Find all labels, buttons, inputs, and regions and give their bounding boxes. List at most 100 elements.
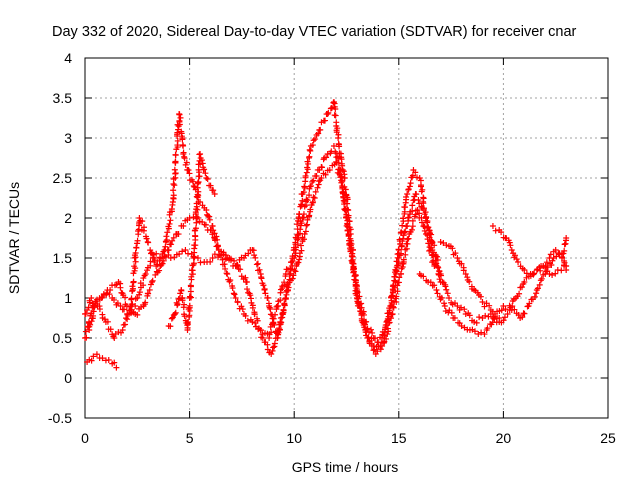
data-point [165, 251, 172, 258]
data-point [449, 245, 456, 252]
data-point [307, 183, 314, 189]
axes [84, 57, 609, 419]
data-point [454, 303, 461, 309]
data-point [409, 202, 416, 209]
data-point [174, 301, 181, 308]
data-point [486, 302, 493, 309]
data-points [82, 99, 570, 371]
data-point [306, 153, 313, 160]
data-point [232, 295, 239, 301]
data-point [393, 264, 400, 271]
data-point [356, 293, 363, 300]
data-point [462, 271, 469, 277]
data-point [210, 187, 217, 194]
data-point [299, 215, 306, 221]
data-point [172, 152, 179, 159]
data-point [437, 239, 444, 245]
data-point [192, 233, 199, 240]
series-2 [86, 159, 438, 357]
data-point [276, 325, 283, 332]
data-point [115, 329, 122, 336]
data-point [171, 166, 178, 173]
data-point [511, 306, 518, 313]
data-point [309, 178, 316, 185]
data-point [175, 231, 182, 238]
data-point [306, 146, 313, 153]
data-point [153, 250, 160, 257]
data-point [172, 158, 179, 165]
data-point [314, 184, 321, 191]
data-point [537, 267, 544, 274]
x-tick-label: 10 [286, 430, 302, 446]
data-point [202, 221, 209, 228]
data-point [518, 284, 525, 291]
data-point [332, 112, 339, 119]
data-point [113, 364, 120, 371]
data-point [473, 319, 480, 326]
data-point [203, 175, 210, 181]
data-point [271, 321, 278, 328]
data-point [213, 233, 220, 240]
data-point [374, 348, 381, 355]
data-point [553, 253, 560, 260]
data-point [370, 347, 377, 354]
data-point [174, 137, 181, 144]
data-point [301, 184, 308, 191]
chart-title: Day 332 of 2020, Sidereal Day-to-day VTE… [52, 24, 577, 40]
data-point [274, 328, 281, 335]
data-point [178, 287, 185, 294]
data-point [404, 223, 411, 229]
data-point [318, 164, 325, 171]
data-point [403, 245, 410, 252]
data-point [126, 307, 133, 314]
data-point [420, 205, 427, 212]
y-tick-label: -0.5 [48, 410, 72, 426]
data-point [181, 313, 188, 320]
data-point [424, 218, 431, 225]
data-point [519, 314, 526, 321]
data-point [139, 218, 146, 225]
data-point [340, 193, 347, 200]
data-point [179, 297, 186, 304]
data-point [133, 244, 140, 251]
data-point [209, 255, 216, 261]
data-point [292, 239, 299, 246]
data-point [420, 200, 427, 207]
data-point [180, 304, 187, 311]
data-point [271, 340, 278, 347]
data-point [442, 283, 449, 290]
data-point [134, 295, 141, 301]
data-point [106, 291, 113, 298]
data-point [174, 129, 181, 136]
data-point [254, 260, 261, 267]
data-point [398, 229, 405, 236]
series-4 [84, 351, 120, 371]
data-point [258, 275, 265, 282]
data-point [293, 234, 300, 241]
data-point [234, 261, 241, 268]
data-point [184, 318, 191, 325]
data-point [406, 183, 413, 190]
data-point [242, 274, 249, 281]
data-point [214, 242, 221, 249]
data-point [96, 306, 103, 313]
data-point [471, 328, 478, 335]
data-point [542, 271, 549, 277]
data-point [534, 285, 541, 292]
data-point [476, 314, 483, 321]
data-point [170, 187, 177, 194]
data-point [290, 244, 297, 251]
data-point [326, 167, 333, 173]
data-point [142, 271, 149, 277]
data-point [506, 239, 513, 246]
data-point [195, 188, 202, 195]
data-point [427, 279, 434, 286]
data-point [313, 172, 320, 179]
data-point [334, 155, 341, 162]
data-point [424, 223, 431, 230]
data-point [395, 246, 402, 253]
data-point [306, 212, 313, 219]
x-tick-label: 5 [186, 430, 194, 446]
data-point [167, 255, 174, 261]
data-point [190, 183, 197, 189]
